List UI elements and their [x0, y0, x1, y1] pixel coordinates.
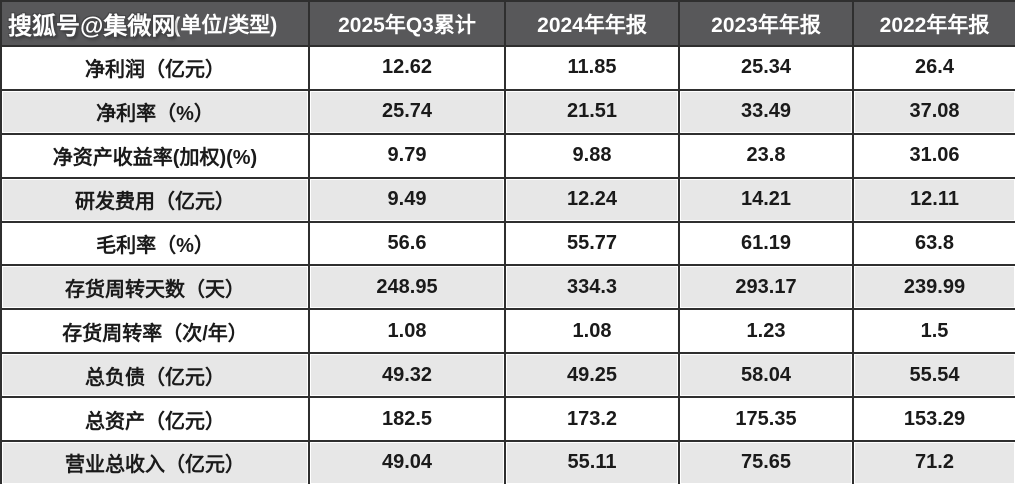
table-row: 净资产收益率(加权)(%) 9.79 9.88 23.8 31.06 — [0, 132, 1015, 179]
row-label: 研发费用（亿元） — [0, 176, 310, 223]
value-cell: 9.88 — [504, 132, 680, 179]
value-cell: 55.54 — [852, 352, 1015, 399]
row-label: 毛利率（%） — [0, 220, 310, 267]
value-cell: 31.06 — [852, 132, 1015, 179]
row-label: 存货周转率（次/年） — [0, 308, 310, 355]
sohu-watermark: 搜狐号@集微网 — [8, 13, 176, 40]
column-header-metric: 搜狐号@集微网 (单位/类型) — [0, 0, 310, 47]
row-label: 总资产（亿元） — [0, 396, 310, 443]
column-header-2024-annual: 2024年年报 — [504, 0, 680, 47]
value-cell: 25.34 — [678, 45, 854, 91]
row-label: 营业总收入（亿元） — [0, 440, 310, 484]
value-cell: 61.19 — [678, 220, 854, 267]
table-header: 搜狐号@集微网 (单位/类型) 2025年Q3累计 2024年年报 2023年年… — [0, 0, 1015, 47]
value-cell: 12.24 — [504, 176, 680, 223]
value-cell: 63.8 — [852, 220, 1015, 267]
value-cell: 239.99 — [852, 264, 1015, 311]
value-cell: 14.21 — [678, 176, 854, 223]
value-cell: 1.08 — [308, 308, 506, 355]
row-label: 存货周转天数（天） — [0, 264, 310, 311]
value-cell: 56.6 — [308, 220, 506, 267]
value-cell: 9.79 — [308, 132, 506, 179]
value-cell: 55.11 — [504, 440, 680, 484]
value-cell: 173.2 — [504, 396, 680, 443]
table-row: 存货周转率（次/年） 1.08 1.08 1.23 1.5 — [0, 308, 1015, 355]
table-row: 总资产（亿元） 182.5 173.2 175.35 153.29 — [0, 396, 1015, 443]
value-cell: 293.17 — [678, 264, 854, 311]
table-row: 研发费用（亿元） 9.49 12.24 14.21 12.11 — [0, 176, 1015, 223]
column-header-2023-annual: 2023年年报 — [678, 0, 854, 47]
value-cell: 55.77 — [504, 220, 680, 267]
table-row: 毛利率（%） 56.6 55.77 61.19 63.8 — [0, 220, 1015, 267]
value-cell: 334.3 — [504, 264, 680, 311]
value-cell: 33.49 — [678, 88, 854, 135]
table-row: 总负债（亿元） 49.32 49.25 58.04 55.54 — [0, 352, 1015, 399]
value-cell: 12.62 — [308, 45, 506, 91]
row-label: 总负债（亿元） — [0, 352, 310, 399]
value-cell: 9.49 — [308, 176, 506, 223]
table-row: 营业总收入（亿元） 49.04 55.11 75.65 71.2 — [0, 440, 1015, 484]
value-cell: 182.5 — [308, 396, 506, 443]
value-cell: 12.11 — [852, 176, 1015, 223]
value-cell: 49.04 — [308, 440, 506, 484]
value-cell: 153.29 — [852, 396, 1015, 443]
value-cell: 26.4 — [852, 45, 1015, 91]
value-cell: 58.04 — [678, 352, 854, 399]
value-cell: 37.08 — [852, 88, 1015, 135]
value-cell: 1.5 — [852, 308, 1015, 355]
metric-unit-type-label: (单位/类型) — [173, 13, 278, 37]
header-row: 搜狐号@集微网 (单位/类型) 2025年Q3累计 2024年年报 2023年年… — [0, 0, 1015, 47]
value-cell: 75.65 — [678, 440, 854, 484]
value-cell: 1.08 — [504, 308, 680, 355]
row-label: 净利润（亿元） — [0, 45, 310, 91]
column-header-2022-annual: 2022年年报 — [852, 0, 1015, 47]
value-cell: 49.32 — [308, 352, 506, 399]
column-header-2025-q3: 2025年Q3累计 — [308, 0, 506, 47]
value-cell: 1.23 — [678, 308, 854, 355]
table-row: 存货周转天数（天） 248.95 334.3 293.17 239.99 — [0, 264, 1015, 311]
value-cell: 71.2 — [852, 440, 1015, 484]
table-row: 净利率（%） 25.74 21.51 33.49 37.08 — [0, 88, 1015, 135]
value-cell: 21.51 — [504, 88, 680, 135]
table-body: 净利润（亿元） 12.62 11.85 25.34 26.4 净利率（%） 25.74 21.… — [0, 45, 1015, 484]
value-cell: 25.74 — [308, 88, 506, 135]
value-cell: 175.35 — [678, 396, 854, 443]
value-cell: 248.95 — [308, 264, 506, 311]
value-cell: 49.25 — [504, 352, 680, 399]
value-cell: 11.85 — [504, 45, 680, 91]
row-label: 净利率（%） — [0, 88, 310, 135]
value-cell: 23.8 — [678, 132, 854, 179]
table-row: 净利润（亿元） 12.62 11.85 25.34 26.4 — [0, 45, 1015, 91]
row-label: 净资产收益率(加权)(%) — [0, 132, 310, 179]
